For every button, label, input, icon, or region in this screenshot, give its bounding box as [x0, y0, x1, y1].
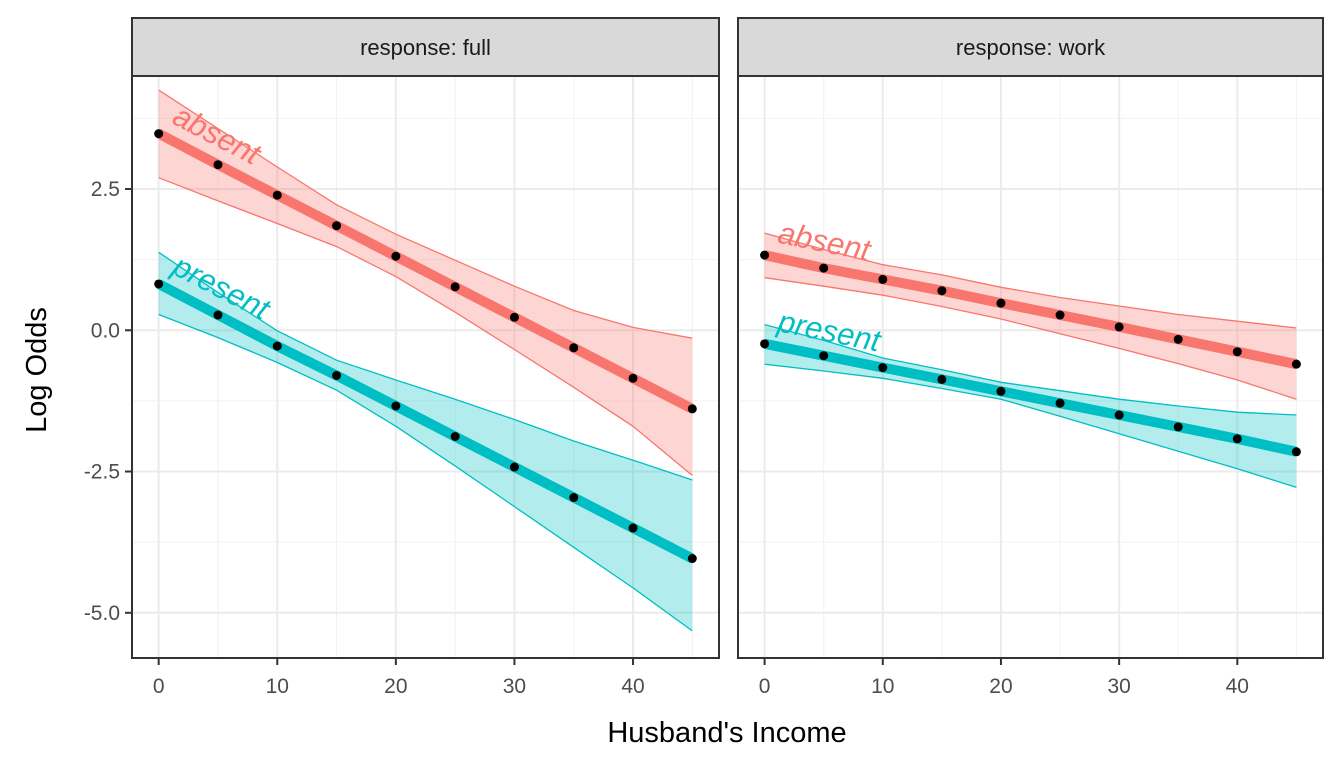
- x-tick-label: 20: [384, 675, 407, 698]
- data-point-absent: [819, 263, 829, 273]
- data-point-present: [819, 351, 829, 361]
- y-tick-label: 0.0: [91, 319, 120, 342]
- data-point-present: [272, 341, 282, 351]
- fit-line-absent: [763, 250, 1298, 370]
- data-point-present: [996, 386, 1006, 396]
- data-point-absent: [878, 274, 888, 284]
- strip-background: [737, 17, 1324, 77]
- panel-background: [738, 76, 1323, 658]
- x-tick-label: 20: [989, 675, 1012, 698]
- upper-bound-line-absent: [158, 89, 693, 339]
- strip-label: response: full: [360, 35, 491, 60]
- strip-background: [131, 17, 720, 77]
- data-point-absent: [391, 251, 401, 261]
- data-point-present: [628, 523, 638, 533]
- lower-bound-line-present: [158, 313, 693, 632]
- data-point-absent: [213, 160, 223, 170]
- lower-bound-line-present: [764, 363, 1297, 489]
- data-point-absent: [450, 282, 460, 292]
- data-point-present: [213, 310, 223, 320]
- x-tick-label: 30: [1107, 675, 1130, 698]
- data-point-absent: [687, 404, 697, 414]
- data-point-present: [154, 279, 164, 289]
- x-tick-label: 30: [503, 675, 526, 698]
- data-point-absent: [1291, 359, 1301, 369]
- data-point-absent: [272, 190, 282, 200]
- y-tick-label: -2.5: [84, 461, 120, 484]
- data-point-present: [760, 339, 770, 349]
- data-point-absent: [1114, 322, 1124, 332]
- confidence-band-absent: [764, 233, 1297, 400]
- lower-bound-line-absent: [158, 177, 693, 477]
- fit-line-present: [156, 279, 695, 564]
- data-point-present: [1055, 398, 1065, 408]
- data-point-absent: [937, 286, 947, 296]
- x-tick-label: 10: [266, 675, 289, 698]
- data-point-present: [332, 370, 342, 380]
- x-tick-label: 0: [759, 675, 771, 698]
- y-tick-label: 2.5: [91, 178, 120, 201]
- data-point-present: [391, 401, 401, 411]
- x-tick-label: 40: [1226, 675, 1249, 698]
- data-point-present: [1291, 447, 1301, 457]
- y-tick-label: -5.0: [84, 602, 120, 625]
- confidence-band-absent: [158, 90, 693, 476]
- data-point-absent: [1232, 347, 1242, 357]
- confidence-band-present: [158, 252, 693, 631]
- data-point-absent: [509, 312, 519, 322]
- upper-bound-line-present: [158, 251, 693, 481]
- x-tick-label: 40: [621, 675, 644, 698]
- data-point-absent: [1173, 334, 1183, 344]
- data-point-absent: [569, 343, 579, 353]
- data-point-present: [450, 432, 460, 442]
- x-tick-label: 0: [153, 675, 165, 698]
- data-point-absent: [154, 129, 164, 139]
- lower-bound-line-absent: [764, 277, 1297, 400]
- data-point-present: [1173, 422, 1183, 432]
- fit-line-present: [763, 338, 1298, 457]
- data-point-absent: [996, 298, 1006, 308]
- data-point-present: [509, 462, 519, 472]
- data-point-present: [687, 554, 697, 564]
- y-axis-title: Log Odds: [21, 307, 53, 433]
- upper-bound-line-absent: [764, 232, 1297, 329]
- data-point-present: [878, 363, 888, 373]
- data-point-present: [1232, 434, 1242, 444]
- x-axis-title: Husband's Income: [607, 717, 846, 749]
- data-point-present: [1114, 410, 1124, 420]
- upper-bound-line-present: [764, 323, 1297, 416]
- data-point-absent: [332, 221, 342, 231]
- data-point-present: [937, 374, 947, 384]
- data-point-absent: [760, 250, 770, 260]
- data-point-absent: [1055, 310, 1065, 320]
- strip-label: response: work: [956, 35, 1106, 60]
- data-point-absent: [628, 373, 638, 383]
- x-tick-label: 10: [871, 675, 894, 698]
- fit-line-absent: [156, 129, 695, 414]
- data-point-present: [569, 493, 579, 503]
